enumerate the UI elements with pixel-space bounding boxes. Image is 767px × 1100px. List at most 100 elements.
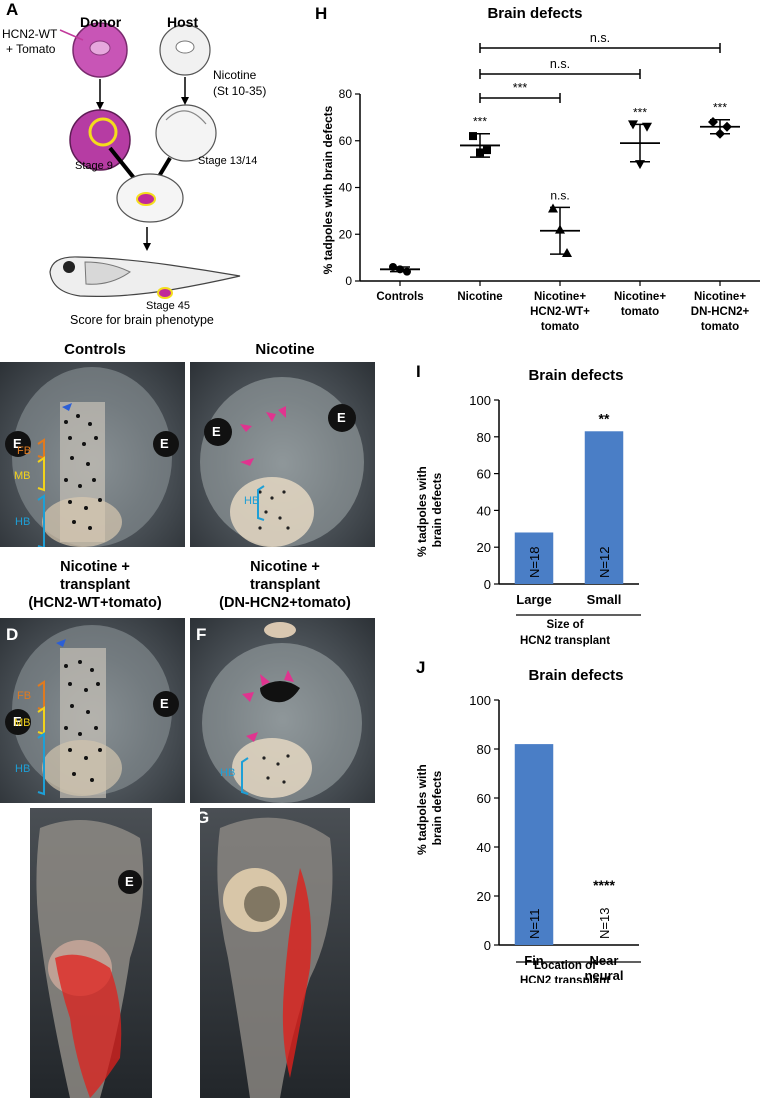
bracket-label: n.s. [550, 57, 570, 71]
n-label: N=11 [527, 909, 542, 939]
n-label: N=13 [597, 908, 612, 939]
x-category-label: tomato [541, 321, 579, 333]
chart-j-group-line1: Location of [534, 960, 596, 972]
midbrain-label: MB [14, 470, 31, 482]
y-tick-label: 60 [477, 791, 491, 806]
significance-label: *** [713, 101, 727, 115]
donor-pointer [59, 29, 84, 41]
x-category-label: HCN2-WT+ [530, 306, 590, 318]
data-point [628, 120, 638, 130]
panel-letter-i: I [416, 362, 421, 381]
x-category-label: Nicotine+ [614, 291, 666, 303]
n-label: N=12 [597, 547, 612, 578]
photo-f-dnhcn2: HB [190, 618, 375, 803]
photo-f-title: Nicotine + transplant (DN-HCN2+tomato) [190, 558, 380, 612]
y-tick-label: 40 [477, 503, 491, 518]
photo-d-title: Nicotine + transplant (HCN2-WT+tomato) [0, 558, 190, 612]
y-tick-label: 100 [469, 693, 491, 708]
tadpole-drawing [49, 256, 241, 299]
x-category-label: Large [516, 592, 551, 607]
y-tick-label: 20 [477, 540, 491, 555]
x-category-label: Nicotine [457, 291, 502, 303]
data-point [708, 117, 718, 128]
y-tick-label: 80 [339, 87, 353, 101]
photo-d-title-line1: Nicotine + [60, 559, 130, 575]
chart-j: Brain defects % tadpoles with brain defe… [416, 667, 641, 983]
x-category-label: Controls [376, 291, 423, 303]
photo-d-title-line3: (HCN2-WT+tomato) [28, 595, 162, 611]
photo-b-controls: E E FB MB HB [0, 362, 185, 547]
photo-e-hcn2wt-tail: E [30, 808, 152, 1098]
y-tick-label: 80 [477, 742, 491, 757]
panel-letter-a: A [6, 0, 19, 19]
bracket-label: *** [513, 81, 528, 95]
bracket-label: n.s. [590, 31, 610, 45]
panel-letter-d: D [6, 625, 19, 644]
photo-d-title-line2: transplant [59, 577, 131, 593]
chart-i-group-line2: HCN2 transplant [520, 635, 610, 647]
chart-h: Brain defects % tadpoles with brain defe… [321, 5, 760, 333]
stage45-label: Stage 45 [146, 300, 191, 312]
data-point [476, 148, 484, 157]
significance-label: n.s. [550, 188, 569, 202]
combined-embryo [116, 173, 184, 223]
forebrain-label: FB [17, 690, 32, 702]
bar [514, 744, 554, 945]
data-point [396, 265, 404, 274]
y-tick-label: 40 [339, 181, 353, 195]
stage1314-label: Stage 13/14 [198, 155, 258, 167]
panel-letter-c: C [196, 341, 209, 360]
significance-label: ** [599, 410, 610, 426]
donor-construct-line2: + Tomato [6, 42, 56, 56]
hindbrain-label: HB [244, 495, 260, 507]
y-tick-label: 0 [484, 577, 491, 592]
x-category-label: tomato [701, 321, 739, 333]
panel-letter-g: G [196, 808, 210, 827]
eye-label-left: E [212, 424, 221, 439]
midbrain-label: MB [14, 717, 31, 729]
nicotine-label-line2: (St 10-35) [213, 84, 267, 98]
stage9-label: Stage 9 [75, 160, 113, 172]
photo-f-title-line1: Nicotine + [250, 559, 320, 575]
eye-label-right: E [160, 436, 169, 451]
eye-label-left: E [13, 436, 22, 451]
data-point [403, 267, 411, 276]
chart-h-title: Brain defects [487, 5, 582, 22]
chart-i-ylabel-line1: % tadpoles with [416, 466, 429, 557]
y-tick-label: 60 [477, 467, 491, 482]
panel-letter-j: J [416, 658, 426, 677]
data-point [469, 132, 477, 141]
donor-embryo [72, 22, 128, 78]
y-tick-label: 20 [477, 889, 491, 904]
chart-j-title: Brain defects [528, 667, 623, 684]
donor-construct-line1: HCN2-WT [2, 27, 58, 41]
chart-i: Brain defects % tadpoles with brain defe… [416, 367, 641, 647]
data-point [562, 247, 572, 257]
svg-text:% tadpoles with brain defe: % tadpoles with brain defects [416, 463, 444, 557]
photo-g-dnhcn2-tail [200, 808, 350, 1098]
significance-label: *** [633, 105, 647, 119]
x-category-label: Near [590, 953, 619, 968]
photo-b-title: Controls [64, 341, 126, 358]
nicotine-label-line1: Nicotine [213, 68, 257, 82]
host-embryo [159, 24, 211, 76]
forebrain-label: FB [17, 445, 32, 457]
score-label: Score for brain phenotype [70, 313, 214, 327]
bar [584, 431, 624, 584]
x-category-label: tomato [621, 306, 659, 318]
y-tick-label: 0 [484, 938, 491, 953]
y-tick-label: 100 [469, 393, 491, 408]
data-point [555, 224, 565, 234]
chart-i-group-line1: Size of [546, 619, 583, 631]
chart-j-ylabel-line2: brain defects [430, 770, 444, 845]
data-point [642, 122, 652, 132]
eye-label-right: E [160, 696, 169, 711]
chart-j-group-line2: HCN2 transplant [520, 975, 610, 983]
eye-label: E [125, 874, 134, 889]
photo-f-title-line3: (DN-HCN2+tomato) [219, 595, 351, 611]
panel-letter-f: F [196, 625, 207, 644]
photo-c-nicotine: E E HB [190, 362, 375, 547]
panel-letter-b: B [6, 341, 19, 360]
significance-label: *** [473, 115, 487, 129]
data-point [715, 128, 725, 139]
